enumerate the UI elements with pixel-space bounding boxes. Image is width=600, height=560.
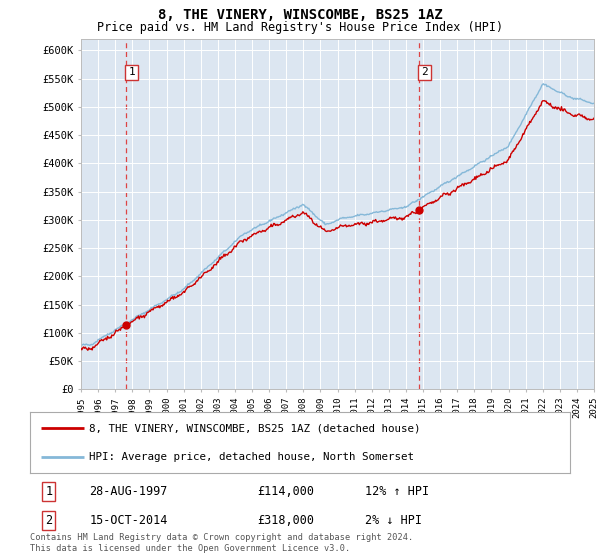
Text: 2: 2 — [46, 514, 52, 528]
Text: 8, THE VINERY, WINSCOMBE, BS25 1AZ (detached house): 8, THE VINERY, WINSCOMBE, BS25 1AZ (deta… — [89, 423, 421, 433]
Text: HPI: Average price, detached house, North Somerset: HPI: Average price, detached house, Nort… — [89, 451, 415, 461]
Text: 15-OCT-2014: 15-OCT-2014 — [89, 514, 168, 528]
Text: 28-AUG-1997: 28-AUG-1997 — [89, 485, 168, 498]
Text: 1: 1 — [128, 67, 135, 77]
Text: 8, THE VINERY, WINSCOMBE, BS25 1AZ: 8, THE VINERY, WINSCOMBE, BS25 1AZ — [158, 8, 442, 22]
Text: £318,000: £318,000 — [257, 514, 314, 528]
Text: Contains HM Land Registry data © Crown copyright and database right 2024.
This d: Contains HM Land Registry data © Crown c… — [30, 533, 413, 553]
Text: £114,000: £114,000 — [257, 485, 314, 498]
Text: Price paid vs. HM Land Registry's House Price Index (HPI): Price paid vs. HM Land Registry's House … — [97, 21, 503, 34]
Text: 1: 1 — [46, 485, 52, 498]
Text: 2: 2 — [421, 67, 428, 77]
Text: 12% ↑ HPI: 12% ↑ HPI — [365, 485, 429, 498]
Text: 2% ↓ HPI: 2% ↓ HPI — [365, 514, 422, 528]
